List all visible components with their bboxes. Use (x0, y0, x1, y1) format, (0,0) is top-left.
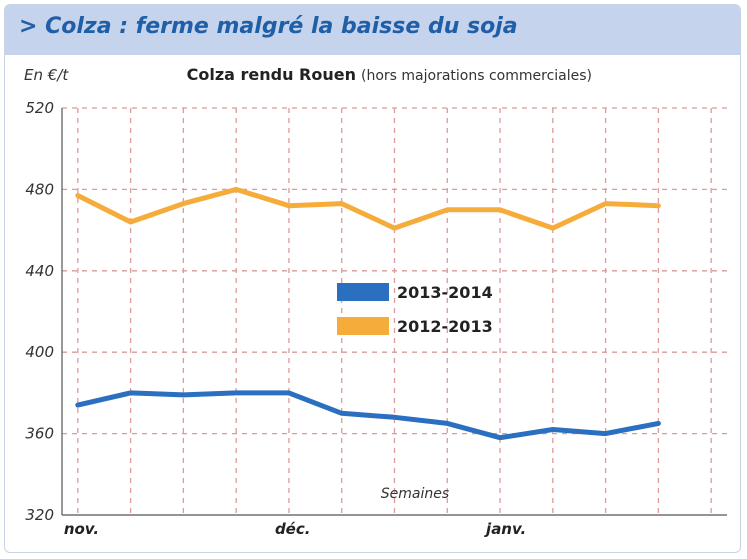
y-tick-label: 400 (25, 343, 54, 361)
y-tick-label: 440 (25, 262, 54, 280)
x-axis-label: Semaines (381, 486, 449, 502)
page-title: > Colza : ferme malgré la baisse du soja (19, 14, 518, 39)
y-tick-label: 520 (25, 99, 54, 117)
header-banner: > Colza : ferme malgré la baisse du soja (5, 5, 740, 55)
x-tick-label: nov. (64, 520, 99, 538)
x-tick-label: déc. (275, 520, 311, 538)
grid (62, 107, 727, 515)
chart-title: Colza rendu Rouen (187, 65, 356, 84)
chart-subtitle: (hors majorations commerciales) (361, 68, 592, 84)
x-tick-label: janv. (484, 520, 526, 538)
legend-label: 2012-2013 (397, 317, 493, 336)
y-tick-labels: 320 360 400 440 480 520 (25, 99, 54, 524)
series-lines (75, 186, 661, 441)
legend: 2013-2014 2012-2013 (337, 283, 493, 336)
y-tick-label: 320 (25, 506, 54, 524)
y-tick-label: 480 (25, 180, 54, 198)
legend-label: 2013-2014 (397, 283, 493, 302)
y-axis-unit-label: En €/t (24, 66, 69, 84)
chart-titles: En €/t Colza rendu Rouen (hors majoratio… (24, 65, 592, 84)
x-tick-labels: nov. déc. janv. (64, 520, 526, 538)
series-line-2012-2013 (75, 186, 661, 231)
series-line-2013-2014 (75, 390, 661, 441)
legend-swatch (337, 317, 389, 335)
legend-swatch (337, 283, 389, 301)
axes (61, 108, 727, 516)
y-tick-label: 360 (25, 425, 54, 443)
